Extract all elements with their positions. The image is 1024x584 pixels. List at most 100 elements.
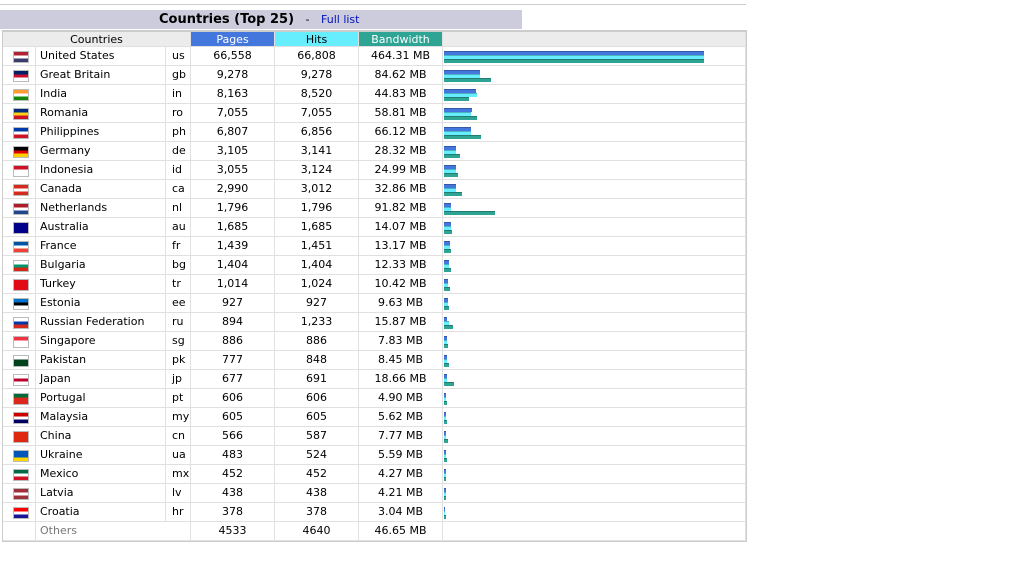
flag-icon bbox=[13, 260, 29, 272]
pages-bar bbox=[444, 146, 457, 150]
flag-icon bbox=[13, 70, 29, 82]
bandwidth-bar bbox=[444, 325, 453, 329]
hits-value: 886 bbox=[275, 332, 359, 351]
separator: - bbox=[305, 13, 310, 26]
hits-value: 6,856 bbox=[275, 123, 359, 142]
flag-icon bbox=[13, 374, 29, 386]
country-code: nl bbox=[166, 199, 191, 218]
flag-icon bbox=[13, 146, 29, 158]
country-code: ro bbox=[166, 104, 191, 123]
section-title: Countries (Top 25) bbox=[159, 12, 295, 27]
country-name: Canada bbox=[36, 180, 166, 199]
bar-cell bbox=[443, 66, 746, 85]
bandwidth-bar bbox=[444, 306, 450, 310]
flag-cell bbox=[3, 142, 36, 161]
hits-value: 1,404 bbox=[275, 256, 359, 275]
country-name: Mexico bbox=[36, 465, 166, 484]
pages-bar bbox=[444, 355, 448, 359]
pages-bar bbox=[444, 469, 446, 473]
bar-cell bbox=[443, 370, 746, 389]
pages-bar bbox=[444, 336, 448, 340]
header-cell: Hits bbox=[275, 32, 359, 47]
country-name: Russian Federation bbox=[36, 313, 166, 332]
bandwidth-value: 4.21 MB bbox=[359, 484, 443, 503]
bandwidth-bar bbox=[444, 192, 463, 196]
pages-value: 483 bbox=[191, 446, 275, 465]
flag-icon bbox=[13, 127, 29, 139]
pages-bar bbox=[444, 507, 446, 511]
bandwidth-bar bbox=[444, 249, 452, 253]
flag-icon bbox=[13, 317, 29, 329]
pages-value: 777 bbox=[191, 351, 275, 370]
pages-value: 606 bbox=[191, 389, 275, 408]
country-name: Portugal bbox=[36, 389, 166, 408]
country-code: in bbox=[166, 85, 191, 104]
hits-value: 524 bbox=[275, 446, 359, 465]
country-name: India bbox=[36, 85, 166, 104]
flag-cell bbox=[3, 446, 36, 465]
hits-value: 1,233 bbox=[275, 313, 359, 332]
hits-value: 1,685 bbox=[275, 218, 359, 237]
hits-value: 927 bbox=[275, 294, 359, 313]
bar-cell bbox=[443, 332, 746, 351]
country-name: China bbox=[36, 427, 166, 446]
country-name: Singapore bbox=[36, 332, 166, 351]
bar-cell bbox=[443, 446, 746, 465]
bandwidth-bar bbox=[444, 287, 450, 291]
pages-bar bbox=[444, 184, 456, 188]
country-name: Japan bbox=[36, 370, 166, 389]
bar-cell bbox=[443, 427, 746, 446]
country-name: France bbox=[36, 237, 166, 256]
pages-value: 9,278 bbox=[191, 66, 275, 85]
flag-icon bbox=[13, 488, 29, 500]
bar-cell bbox=[443, 484, 746, 503]
bandwidth-value: 4.90 MB bbox=[359, 389, 443, 408]
hits-bar bbox=[444, 131, 471, 135]
flag-cell bbox=[3, 237, 36, 256]
country-code: fr bbox=[166, 237, 191, 256]
bandwidth-bar bbox=[444, 78, 492, 82]
flag-icon bbox=[13, 222, 29, 234]
country-code: ua bbox=[166, 446, 191, 465]
country-name: Latvia bbox=[36, 484, 166, 503]
flag-icon bbox=[13, 431, 29, 443]
flag-cell bbox=[3, 332, 36, 351]
bandwidth-bar bbox=[444, 173, 458, 177]
bandwidth-value: 84.62 MB bbox=[359, 66, 443, 85]
full-list-link[interactable]: Full list bbox=[321, 13, 360, 26]
bandwidth-value: 32.86 MB bbox=[359, 180, 443, 199]
bandwidth-bar bbox=[444, 496, 447, 500]
hits-bar bbox=[444, 93, 478, 97]
bandwidth-bar bbox=[444, 230, 452, 234]
bar-cell bbox=[443, 237, 746, 256]
flag-cell bbox=[3, 123, 36, 142]
header-cell: Bandwidth bbox=[359, 32, 443, 47]
flag-icon bbox=[13, 298, 29, 310]
pages-value: 677 bbox=[191, 370, 275, 389]
flag-icon bbox=[13, 469, 29, 481]
country-code: cn bbox=[166, 427, 191, 446]
country-name: Croatia bbox=[36, 503, 166, 522]
bandwidth-bar bbox=[444, 154, 460, 158]
country-code: gb bbox=[166, 66, 191, 85]
country-code: pt bbox=[166, 389, 191, 408]
pages-value: 1,796 bbox=[191, 199, 275, 218]
country-name: Bulgaria bbox=[36, 256, 166, 275]
hits-value: 1,451 bbox=[275, 237, 359, 256]
flag-icon bbox=[13, 165, 29, 177]
pages-bar bbox=[444, 203, 452, 207]
pages-value: 605 bbox=[191, 408, 275, 427]
bandwidth-value: 7.83 MB bbox=[359, 332, 443, 351]
country-name: Ukraine bbox=[36, 446, 166, 465]
pages-bar bbox=[444, 222, 451, 226]
hits-bar bbox=[444, 112, 472, 116]
pages-value: 2,990 bbox=[191, 180, 275, 199]
bandwidth-value: 15.87 MB bbox=[359, 313, 443, 332]
bandwidth-bar bbox=[444, 363, 449, 367]
bandwidth-value: 464.31 MB bbox=[359, 47, 443, 66]
country-name: Germany bbox=[36, 142, 166, 161]
header-cell bbox=[443, 32, 746, 47]
bar-cell bbox=[443, 123, 746, 142]
bar-cell bbox=[443, 199, 746, 218]
pages-value: 1,685 bbox=[191, 218, 275, 237]
